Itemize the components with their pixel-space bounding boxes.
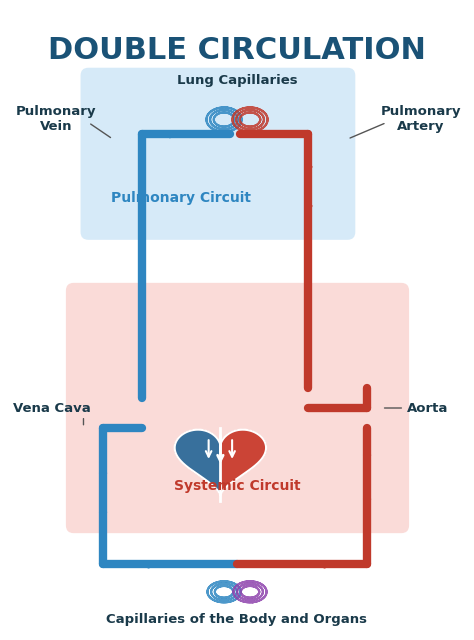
Polygon shape <box>174 429 266 496</box>
Text: Pulmonary
Vein: Pulmonary Vein <box>16 105 96 133</box>
Polygon shape <box>174 429 266 496</box>
Polygon shape <box>174 429 266 496</box>
Text: Pulmonary Circuit: Pulmonary Circuit <box>111 191 251 205</box>
Text: Lung Capillaries: Lung Capillaries <box>177 74 297 86</box>
Text: Systemic Circuit: Systemic Circuit <box>173 479 301 493</box>
FancyBboxPatch shape <box>66 283 409 533</box>
Text: Aorta: Aorta <box>407 401 448 415</box>
FancyBboxPatch shape <box>81 68 356 240</box>
Text: Vena Cava: Vena Cava <box>13 401 91 415</box>
Text: Capillaries of the Body and Organs: Capillaries of the Body and Organs <box>107 613 367 627</box>
Text: Pulmonary
Artery: Pulmonary Artery <box>381 105 461 133</box>
Text: DOUBLE CIRCULATION: DOUBLE CIRCULATION <box>48 36 426 65</box>
